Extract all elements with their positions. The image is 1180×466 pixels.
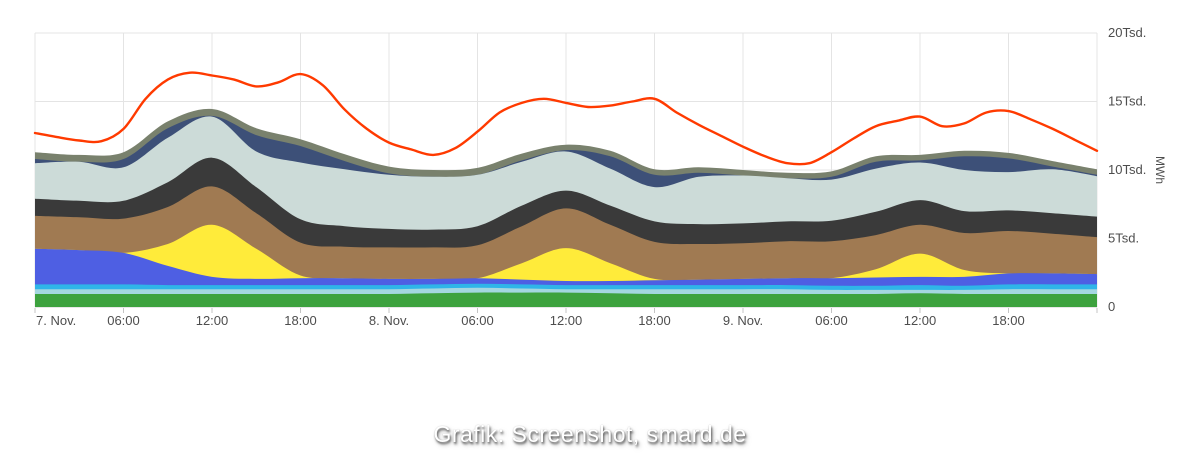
image-caption: Grafik: Screenshot, smard.de (433, 421, 747, 447)
y-axis-label: 15Tsd. (1108, 94, 1146, 109)
x-axis-label: 18:00 (638, 313, 671, 328)
x-axis-label: 12:00 (550, 313, 583, 328)
x-axis-label: 06:00 (461, 313, 494, 328)
x-axis-label: 7. Nov. (36, 313, 76, 328)
x-axis-label: 9. Nov. (723, 313, 763, 328)
red-consumption-line (33, 71, 1099, 166)
y-axis-label: 10Tsd. (1108, 162, 1146, 177)
y-axis-label: 0 (1108, 299, 1115, 314)
x-axis-label: 18:00 (284, 313, 317, 328)
area-green-band (35, 292, 1097, 307)
x-axis-label: 12:00 (196, 313, 229, 328)
y-axis-label: 5Tsd. (1108, 231, 1139, 246)
x-axis-label: 18:00 (992, 313, 1025, 328)
x-axis-label: 12:00 (904, 313, 937, 328)
x-axis-label: 06:00 (107, 313, 140, 328)
x-axis-label: 06:00 (815, 313, 848, 328)
y-unit-label: MWh (1153, 156, 1167, 184)
electricity-generation-chart[interactable]: 7. Nov. 06:00 12:00 18:00 8. Nov. 06:00 12:00 1… (0, 0, 1180, 340)
y-axis-label: 20Tsd. (1108, 25, 1146, 40)
x-axis-label: 8. Nov. (369, 313, 409, 328)
